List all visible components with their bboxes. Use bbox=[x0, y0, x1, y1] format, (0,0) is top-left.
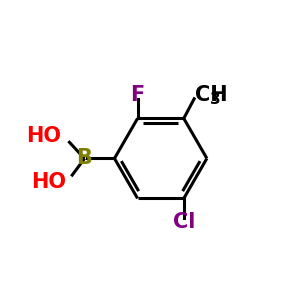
Text: B: B bbox=[76, 148, 92, 168]
Text: HO: HO bbox=[26, 127, 61, 146]
Text: CH: CH bbox=[195, 85, 228, 105]
Text: F: F bbox=[130, 85, 145, 105]
Text: Cl: Cl bbox=[172, 212, 195, 232]
Text: 3: 3 bbox=[210, 92, 221, 107]
Text: HO: HO bbox=[31, 172, 66, 191]
